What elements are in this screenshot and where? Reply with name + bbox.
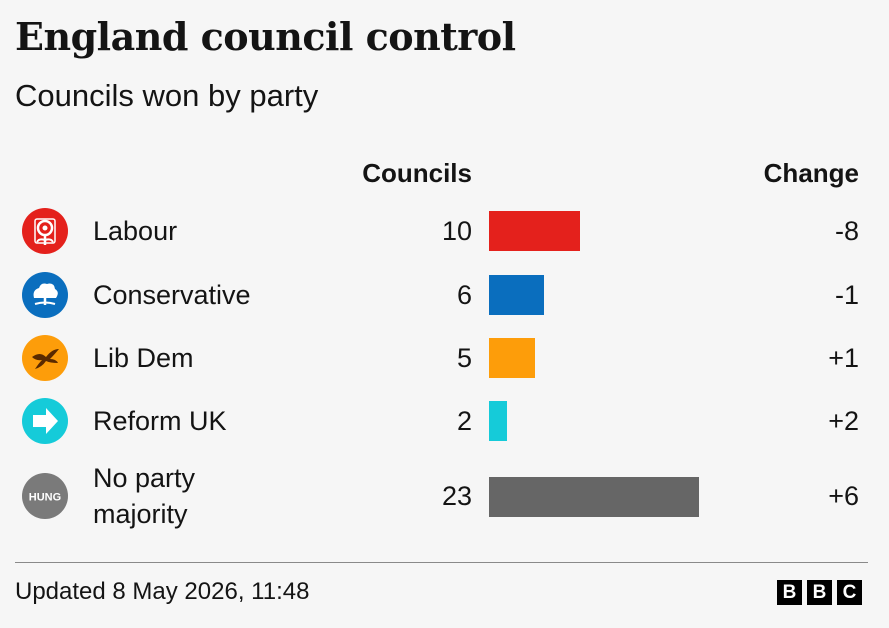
lib-dem-bird-icon xyxy=(22,335,68,381)
party-name: Reform UK xyxy=(93,406,227,436)
councils-value: 10 xyxy=(441,216,472,246)
logo-letter: B xyxy=(807,580,832,605)
updated-timestamp: Updated 8 May 2026, 11:48 xyxy=(15,578,310,605)
change-value: +1 xyxy=(828,343,859,373)
conservative-tree-icon xyxy=(22,272,68,318)
councils-value: 5 xyxy=(456,343,472,373)
change-value: +2 xyxy=(828,406,859,436)
councils-value: 23 xyxy=(441,481,472,511)
logo-letter: B xyxy=(777,580,802,605)
footer-divider xyxy=(15,562,868,563)
change-value: -8 xyxy=(834,216,859,246)
bar-reform-uk xyxy=(489,401,508,441)
change-value: +6 xyxy=(828,481,859,511)
bar-labour xyxy=(489,211,581,251)
councils-value: 6 xyxy=(456,280,472,310)
hung-badge-icon: HUNG xyxy=(22,473,68,519)
change-value: -1 xyxy=(834,280,859,310)
bbc-logo: B B C xyxy=(777,580,862,605)
councils-value: 2 xyxy=(456,406,472,436)
reform-arrow-icon xyxy=(22,398,68,444)
labour-rose-icon xyxy=(22,208,68,254)
party-name: No party majority xyxy=(93,463,196,529)
chart-title: England council control xyxy=(15,14,516,59)
bar-no-party-majority xyxy=(489,477,699,517)
bar-conservative xyxy=(489,275,544,315)
logo-letter: C xyxy=(837,580,862,605)
change-column-header: Change xyxy=(763,158,859,188)
party-name: Labour xyxy=(93,216,178,246)
bar-lib-dem xyxy=(489,338,535,378)
councils-column-header: Councils xyxy=(362,158,472,188)
chart-subtitle: Councils won by party xyxy=(15,78,319,113)
party-name: Lib Dem xyxy=(93,343,194,373)
party-name: Conservative xyxy=(93,280,251,310)
svg-text:HUNG: HUNG xyxy=(29,492,61,504)
